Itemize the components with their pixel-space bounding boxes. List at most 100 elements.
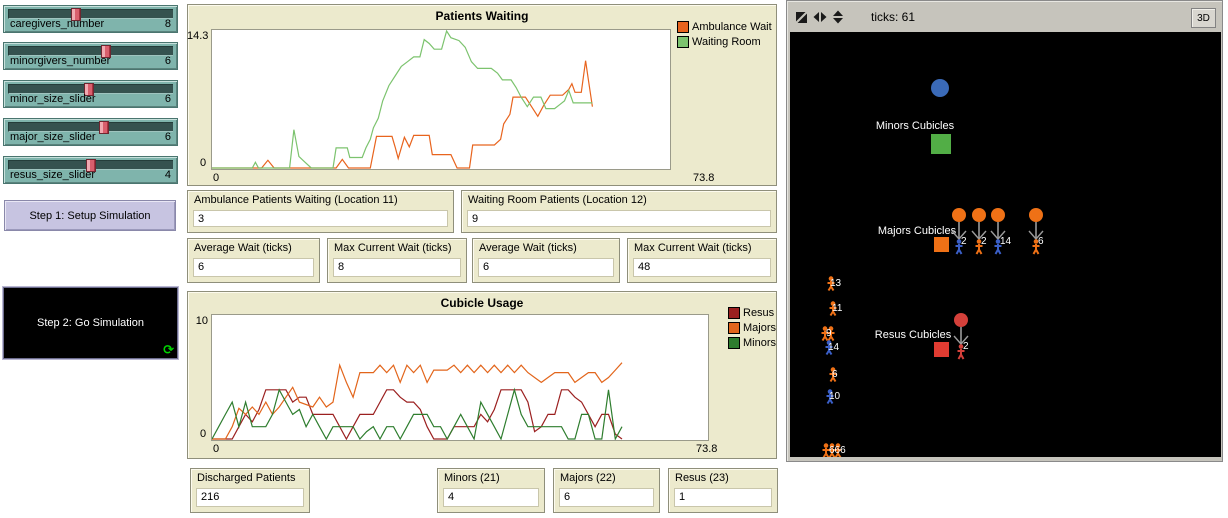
forever-icon: ⟳ — [163, 342, 174, 357]
slider-major-size[interactable]: major_size_slider 6 — [3, 118, 178, 146]
legend-label: Minors — [743, 337, 777, 349]
legend-item: Resus — [728, 307, 776, 319]
plot-canvas — [211, 314, 709, 441]
y-tick-max: 14.3 — [187, 30, 209, 42]
slider-handle[interactable] — [100, 45, 111, 58]
waiting-patient: 6 — [828, 367, 838, 383]
majors-cubicles-label: Majors Cubicles — [877, 225, 957, 237]
monitor-label: Discharged Patients — [197, 472, 296, 484]
resize-horizontal-icon[interactable] — [813, 11, 827, 23]
slider-handle[interactable] — [84, 83, 95, 96]
slider-handle[interactable] — [99, 121, 110, 134]
blue-patient-dot — [931, 79, 949, 97]
monitor-label: Waiting Room Patients (Location 12) — [468, 194, 647, 206]
monitor-label: Minors (21) — [444, 472, 500, 484]
go-button-label: Step 2: Go Simulation — [36, 317, 144, 329]
legend-label: Resus — [743, 307, 775, 319]
y-tick-min: 0 — [200, 428, 207, 440]
slider-caregivers-number[interactable]: caregivers_number 8 — [3, 5, 178, 33]
monitor-max-wait-room: Max Current Wait (ticks) 48 — [627, 238, 777, 283]
world-view: ticks: 61 3D Minors Cubicles Majors Cubic… — [786, 0, 1223, 462]
slider-handle[interactable] — [86, 159, 97, 172]
slider-track[interactable] — [8, 8, 173, 21]
majors-bed-2: 2 — [967, 208, 993, 256]
y-tick-min: 0 — [200, 157, 207, 169]
resize-vertical-icon[interactable] — [832, 10, 844, 24]
series-line-resus — [212, 389, 623, 440]
monitor-label: Resus (23) — [675, 472, 729, 484]
legend-swatch — [728, 322, 740, 334]
monitor-average-wait-room: Average Wait (ticks) 6 — [472, 238, 620, 283]
monitor-label: Ambulance Patients Waiting (Location 11) — [194, 194, 398, 206]
monitor-value: 3 — [193, 210, 448, 227]
plot-title: Cubicle Usage — [440, 296, 524, 310]
view-3d-label: 3D — [1197, 12, 1210, 24]
slider-track[interactable] — [8, 159, 173, 172]
y-tick-max: 10 — [195, 315, 208, 327]
slider-value: 6 — [164, 93, 171, 105]
waiting-patient: 14 — [824, 340, 839, 356]
plot-legend: Resus Majors Minors — [728, 307, 776, 352]
legend-item: Majors — [728, 322, 776, 334]
monitor-resus: Resus (23) 1 — [668, 468, 778, 513]
setup-simulation-button[interactable]: Step 1: Setup Simulation — [4, 200, 176, 231]
monitor-label: Max Current Wait (ticks) — [334, 242, 452, 254]
world-view-header: ticks: 61 3D — [789, 3, 1220, 31]
monitor-value: 4 — [443, 488, 539, 507]
go-simulation-button[interactable]: Step 2: Go Simulation ⟳ — [3, 287, 178, 359]
slider-minor-size[interactable]: minor_size_slider 6 — [3, 80, 178, 108]
slider-label: minor_size_slider — [10, 93, 96, 105]
minors-cubicles-label: Minors Cubicles — [875, 120, 955, 132]
slider-track[interactable] — [8, 121, 173, 134]
legend-swatch — [677, 21, 689, 33]
ticks-counter: ticks: 61 — [871, 10, 916, 24]
monitor-majors: Majors (22) 6 — [553, 468, 660, 513]
plot-legend: Ambulance Wait Waiting Room — [677, 21, 772, 51]
view-3d-button[interactable]: 3D — [1191, 8, 1216, 28]
waiting-patient: 11 — [828, 301, 842, 317]
slider-track[interactable] — [8, 83, 173, 96]
monitor-value: 6 — [193, 258, 314, 277]
legend-swatch — [728, 307, 740, 319]
monitor-max-wait-ambulance: Max Current Wait (ticks) 8 — [327, 238, 467, 283]
resus-bed-1: 2 — [949, 313, 975, 361]
slider-handle[interactable] — [71, 8, 82, 21]
series-line-ambulance-wait — [212, 60, 593, 169]
legend-swatch — [677, 36, 689, 48]
slider-label: minorgivers_number — [10, 55, 111, 67]
monitor-value: 8 — [333, 258, 461, 277]
slider-value: 6 — [164, 131, 171, 143]
monitor-label: Majors (22) — [560, 472, 616, 484]
world-canvas: Minors Cubicles Majors Cubicles 2 2 14 6 Resus… — [790, 32, 1221, 457]
slider-value: 8 — [164, 18, 171, 30]
slider-minorgivers-number[interactable]: minorgivers_number 6 — [3, 42, 178, 70]
legend-item: Minors — [728, 337, 776, 349]
legend-item: Ambulance Wait — [677, 21, 772, 33]
legend-item: Waiting Room — [677, 36, 772, 48]
legend-label: Waiting Room — [692, 36, 761, 48]
monitor-discharged-patients: Discharged Patients 216 — [190, 468, 310, 513]
series-line-waiting-room — [212, 30, 593, 169]
monitor-average-wait-ambulance: Average Wait (ticks) 6 — [187, 238, 320, 283]
monitor-value: 6 — [478, 258, 614, 277]
resize-diagonal-icon[interactable] — [795, 11, 808, 24]
legend-label: Ambulance Wait — [692, 21, 772, 33]
monitor-minors: Minors (21) 4 — [437, 468, 545, 513]
slider-track[interactable] — [8, 45, 173, 58]
plot-title: Patients Waiting — [435, 9, 529, 23]
waiting-patient: 13 — [826, 276, 841, 292]
monitor-ambulance-waiting: Ambulance Patients Waiting (Location 11)… — [187, 190, 454, 233]
resus-cubicles-label: Resus Cubicles — [874, 329, 952, 341]
cubicle-usage-plot: Cubicle Usage 10 0 0 73.8 Resus Majors Min… — [187, 291, 777, 459]
x-tick-max: 73.8 — [693, 172, 715, 184]
monitor-waiting-room: Waiting Room Patients (Location 12) 9 — [461, 190, 777, 233]
setup-button-label: Step 1: Setup Simulation — [29, 209, 151, 222]
slider-value: 6 — [164, 55, 171, 67]
slider-resus-size[interactable]: resus_size_slider 4 — [3, 156, 178, 184]
slider-label: major_size_slider — [10, 131, 96, 143]
majors-bed-3: 14 — [986, 208, 1012, 256]
x-tick-max: 73.8 — [696, 443, 718, 455]
legend-label: Majors — [743, 322, 777, 334]
monitor-label: Max Current Wait (ticks) — [634, 242, 752, 254]
